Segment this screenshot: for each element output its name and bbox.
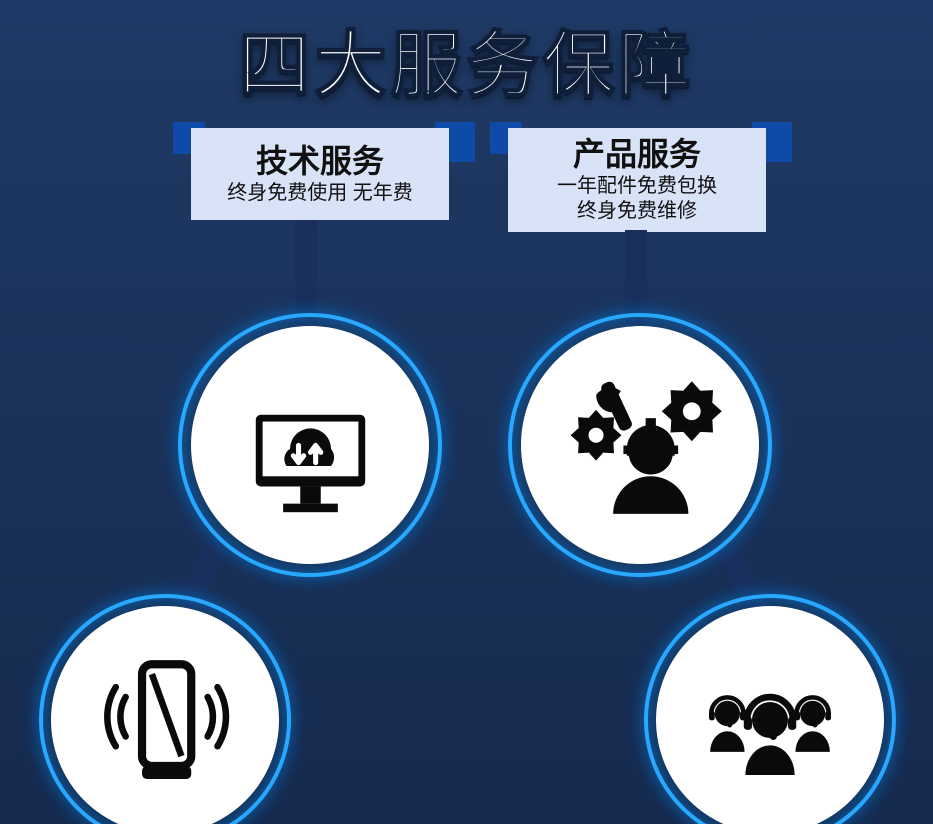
card-title: 产品服务 bbox=[573, 134, 701, 174]
bottom-left-circle bbox=[51, 606, 279, 824]
customer-service-icon bbox=[688, 638, 852, 802]
card-subtitle: 一年配件免费包换 bbox=[557, 174, 717, 199]
product-service-circle bbox=[521, 326, 759, 564]
product-service-card: 产品服务 一年配件免费包换 终身免费维修 bbox=[508, 128, 766, 232]
phone-signal-icon bbox=[83, 638, 247, 802]
connector bbox=[625, 230, 647, 324]
card-subtitle: 终身免费使用 无年费 bbox=[227, 181, 413, 206]
tech-service-circle bbox=[191, 326, 429, 564]
bottom-right-circle bbox=[656, 606, 884, 824]
infographic-canvas: 四大服务保障 技术服务 终身免费使用 无年费 产品服务 一年配件免费包换 终身免… bbox=[0, 0, 933, 824]
engineer-gear-icon bbox=[555, 360, 726, 531]
card-title: 技术服务 bbox=[256, 141, 384, 181]
connector bbox=[295, 220, 317, 324]
page-title: 四大服务保障 bbox=[0, 6, 933, 111]
cloud-monitor-icon bbox=[225, 360, 396, 531]
tech-service-card: 技术服务 终身免费使用 无年费 bbox=[191, 128, 449, 220]
card-subtitle: 终身免费维修 bbox=[577, 199, 697, 224]
